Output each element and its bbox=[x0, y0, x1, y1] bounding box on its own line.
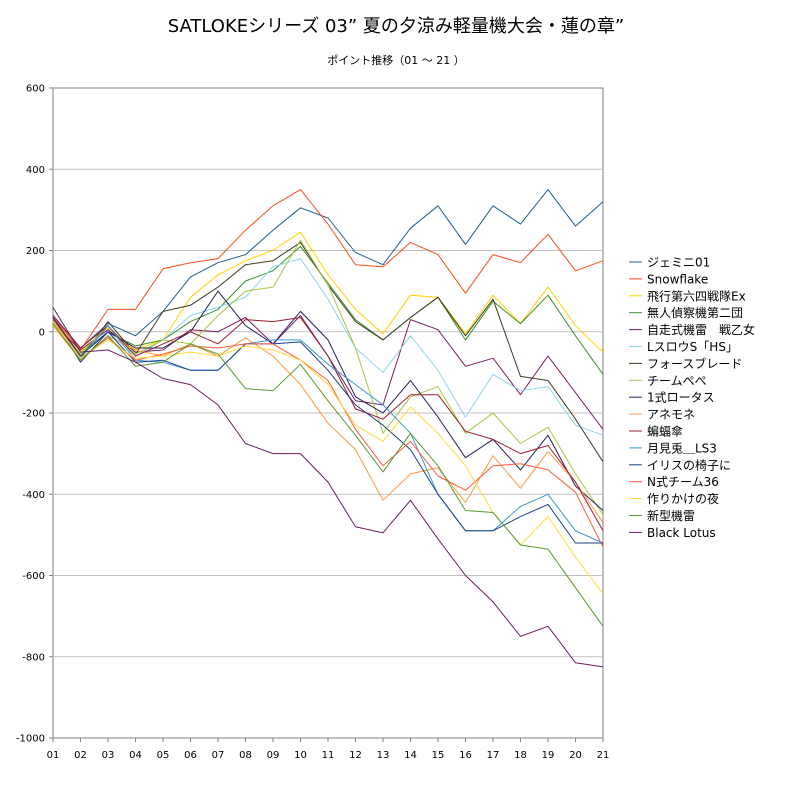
y-tick-label: -400 bbox=[22, 490, 45, 501]
series-line-4 bbox=[52, 245, 604, 375]
x-tick-label: 14 bbox=[404, 750, 417, 761]
chart-title: SATLOKEシリーズ 03” 夏の夕涼み軽量機大会・蓮の章” bbox=[167, 16, 625, 37]
legend-label-14: N式チーム36 bbox=[647, 475, 719, 489]
x-tick-label: 03 bbox=[102, 750, 115, 761]
series-line-3 bbox=[52, 231, 604, 353]
y-tick-label: 0 bbox=[39, 327, 45, 338]
legend-label-11: 蝙蝠傘 bbox=[647, 424, 683, 439]
y-tick-label: -200 bbox=[22, 409, 45, 420]
series-line-11 bbox=[52, 315, 604, 532]
x-tick-label: 10 bbox=[294, 750, 307, 761]
legend-label-9: 1式ロータス bbox=[647, 391, 715, 405]
y-tick-label: 200 bbox=[26, 246, 45, 257]
x-tick-label: 17 bbox=[487, 750, 500, 761]
series-line-17 bbox=[52, 307, 604, 668]
legend-label-15: 作りかけの夜 bbox=[647, 491, 719, 506]
x-tick-label: 15 bbox=[432, 750, 445, 761]
legend-label-16: 新型機雷 bbox=[647, 508, 695, 523]
series-line-1 bbox=[52, 189, 604, 349]
x-tick-label: 07 bbox=[212, 750, 225, 761]
series-line-12 bbox=[52, 319, 604, 544]
series-line-13 bbox=[52, 317, 603, 544]
y-tick-label: -600 bbox=[22, 571, 45, 582]
x-tick-label: 19 bbox=[542, 750, 555, 761]
x-tick-label: 18 bbox=[514, 750, 527, 761]
x-tick-label: 12 bbox=[349, 750, 362, 761]
x-tick-label: 16 bbox=[459, 750, 472, 761]
series-line-5 bbox=[52, 315, 604, 430]
x-tick-label: 08 bbox=[239, 750, 252, 761]
series-line-2 bbox=[52, 189, 604, 351]
y-tick-label: 400 bbox=[26, 165, 45, 176]
legend-label-2: Snowflake bbox=[647, 272, 708, 286]
x-tick-label: 21 bbox=[597, 750, 610, 761]
legend-label-5: 自走式機雷 戦乙女 bbox=[647, 322, 755, 337]
legend-label-1: ジェミニ01 bbox=[647, 256, 710, 270]
series-line-9 bbox=[52, 290, 604, 511]
series-line-16 bbox=[52, 323, 604, 627]
legend-label-8: チームぺぺ bbox=[647, 374, 707, 388]
legend-label-3: 飛行第六四戦隊Ex bbox=[647, 288, 746, 303]
legend-label-12: 月見兎＿LS3 bbox=[647, 441, 717, 455]
series-line-8 bbox=[52, 239, 604, 515]
series-line-14 bbox=[52, 319, 604, 548]
grid-layer bbox=[52, 87, 604, 739]
legend-label-10: アネモネ bbox=[647, 408, 695, 422]
legend-label-13: イリスの椅子に bbox=[647, 458, 731, 472]
series-line-6 bbox=[52, 258, 604, 436]
x-tick-label: 20 bbox=[569, 750, 582, 761]
x-tick-label: 09 bbox=[267, 750, 280, 761]
x-tick-label: 05 bbox=[157, 750, 170, 761]
legend-label-17: Black Lotus bbox=[647, 526, 716, 540]
y-tick-label: -800 bbox=[22, 652, 45, 663]
x-tick-label: 11 bbox=[322, 750, 335, 761]
legend-label-7: フォースブレード bbox=[647, 356, 742, 371]
legend-label-6: LスロウS「HS」 bbox=[647, 340, 738, 354]
x-tick-label: 01 bbox=[47, 750, 60, 761]
series-layer bbox=[52, 189, 604, 668]
x-tick-label: 04 bbox=[129, 750, 142, 761]
x-tick-label: 06 bbox=[184, 750, 197, 761]
y-tick-label: 600 bbox=[26, 84, 45, 95]
x-tick-label: 13 bbox=[377, 750, 390, 761]
legend-label-4: 無人偵察機第二団 bbox=[647, 305, 743, 320]
y-tick-label: -1000 bbox=[16, 734, 45, 745]
x-tick-label: 02 bbox=[74, 750, 87, 761]
chart-subtitle: ポイント推移（01 ～ 21 ） bbox=[327, 54, 465, 67]
